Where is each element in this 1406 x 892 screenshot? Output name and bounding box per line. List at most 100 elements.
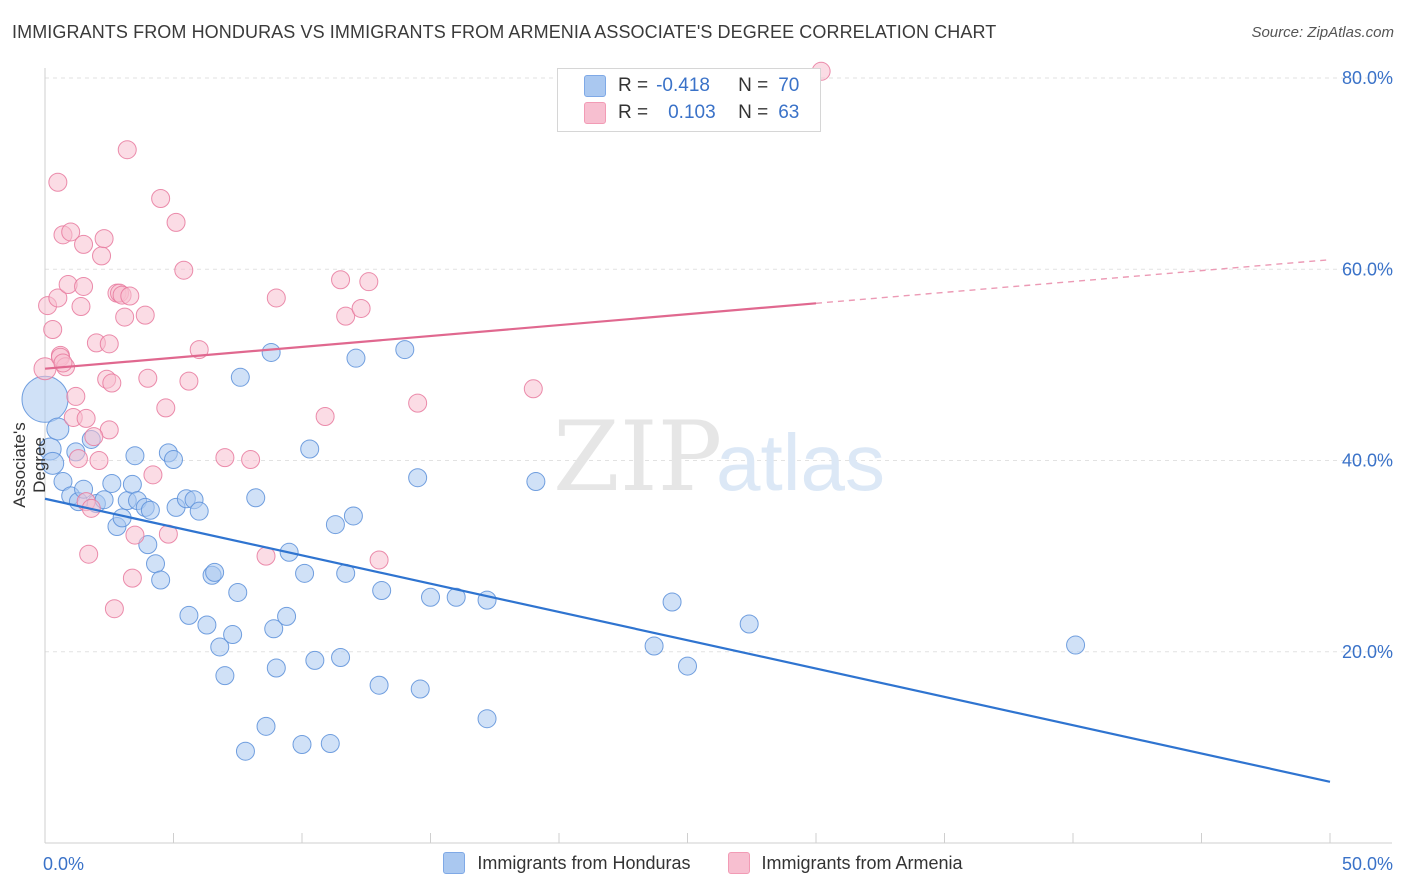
data-point	[104, 599, 124, 619]
data-point	[325, 515, 345, 535]
data-point	[223, 625, 243, 645]
r-value: 0.103	[668, 102, 716, 123]
data-point	[662, 592, 682, 612]
data-point	[526, 472, 546, 492]
data-point	[421, 587, 440, 607]
y-tick-label: 40.0%	[1342, 451, 1393, 471]
data-point	[76, 408, 96, 428]
data-point	[122, 568, 142, 588]
honduras-swatch	[443, 852, 466, 874]
data-point	[140, 500, 160, 520]
data-point	[739, 614, 759, 634]
data-point	[125, 525, 145, 545]
data-point	[644, 636, 664, 656]
data-point	[189, 501, 209, 521]
data-point	[99, 334, 119, 354]
data-point	[135, 305, 155, 325]
y-tick-label: 20.0%	[1342, 642, 1393, 662]
data-point	[266, 658, 286, 678]
data-point	[320, 734, 340, 754]
stats-row-armenia: R = 0.103 N = 63	[584, 100, 799, 126]
data-point	[369, 675, 389, 695]
data-point	[138, 368, 158, 388]
data-point	[146, 554, 166, 574]
data-point	[125, 446, 145, 466]
y-tick-label: 60.0%	[1342, 259, 1393, 279]
data-point	[61, 222, 81, 242]
r-value: -0.418	[656, 75, 710, 96]
data-point	[1066, 635, 1086, 655]
data-point	[256, 716, 276, 736]
stats-row-honduras: R = -0.418 N = 70	[584, 73, 799, 99]
trend-line	[44, 497, 1331, 783]
series-honduras	[21, 340, 1086, 761]
data-point	[138, 535, 158, 555]
data-point	[115, 307, 135, 327]
watermark-zip: ZIP	[553, 401, 722, 513]
n-label: N =	[738, 102, 769, 123]
data-point	[523, 379, 543, 399]
trend-lines	[44, 258, 1331, 783]
y-axis-label: Associate's Degree	[10, 422, 49, 508]
data-point	[241, 450, 261, 470]
data-point	[215, 666, 235, 686]
data-point	[331, 647, 351, 667]
n-value: 63	[778, 102, 800, 123]
data-point	[408, 393, 428, 413]
data-point	[408, 468, 428, 488]
x-tick-label-max: 50.0%	[1342, 854, 1393, 874]
data-point	[300, 439, 320, 459]
data-point	[295, 563, 315, 583]
data-point	[79, 544, 99, 564]
r-label: R =	[618, 75, 649, 96]
data-point	[205, 562, 225, 582]
data-point	[266, 288, 286, 308]
armenia-swatch	[727, 852, 750, 874]
y-tick-label: 80.0%	[1342, 68, 1393, 88]
data-point	[228, 582, 248, 602]
data-point	[48, 172, 68, 192]
data-point	[179, 371, 199, 391]
legend-item-honduras[interactable]: Immigrants from Honduras	[443, 852, 691, 874]
data-point	[678, 656, 697, 676]
n-value: 70	[778, 75, 800, 96]
series-armenia	[33, 61, 831, 619]
data-point	[359, 272, 379, 292]
data-point	[395, 340, 415, 360]
data-point	[164, 450, 183, 470]
data-point	[74, 234, 94, 254]
data-point	[102, 473, 122, 493]
data-point	[215, 448, 235, 468]
series-legend: Immigrants from Honduras Immigrants from…	[0, 852, 1406, 879]
honduras-swatch	[584, 75, 606, 97]
grid-lines	[45, 77, 1392, 653]
data-point	[120, 286, 140, 306]
data-point	[46, 417, 70, 441]
data-point	[305, 650, 325, 670]
data-point	[246, 488, 266, 508]
data-point	[230, 367, 250, 387]
data-point	[189, 340, 209, 360]
data-point	[43, 319, 63, 339]
data-point	[166, 212, 186, 232]
watermark-atlas: atlas	[716, 418, 885, 507]
trend-line-extension	[815, 258, 1331, 304]
data-point	[89, 451, 109, 470]
data-point	[369, 550, 389, 570]
data-point	[143, 465, 163, 485]
data-point	[48, 288, 68, 308]
data-point	[41, 451, 65, 475]
chart-title: IMMIGRANTS FROM HONDURAS VS IMMIGRANTS F…	[12, 22, 997, 42]
legend-item-armenia[interactable]: Immigrants from Armenia	[727, 852, 963, 874]
legend-label-honduras: Immigrants from Honduras	[477, 852, 691, 873]
data-point	[122, 474, 142, 494]
trend-line	[44, 302, 817, 370]
data-point	[261, 342, 281, 362]
chart-source: Source: ZipAtlas.com	[1251, 24, 1394, 41]
data-point	[156, 398, 176, 418]
data-point	[71, 297, 91, 317]
data-point	[351, 298, 371, 318]
r-label: R =	[618, 102, 649, 123]
legend-label-armenia: Immigrants from Armenia	[761, 852, 963, 873]
data-point	[336, 306, 356, 326]
